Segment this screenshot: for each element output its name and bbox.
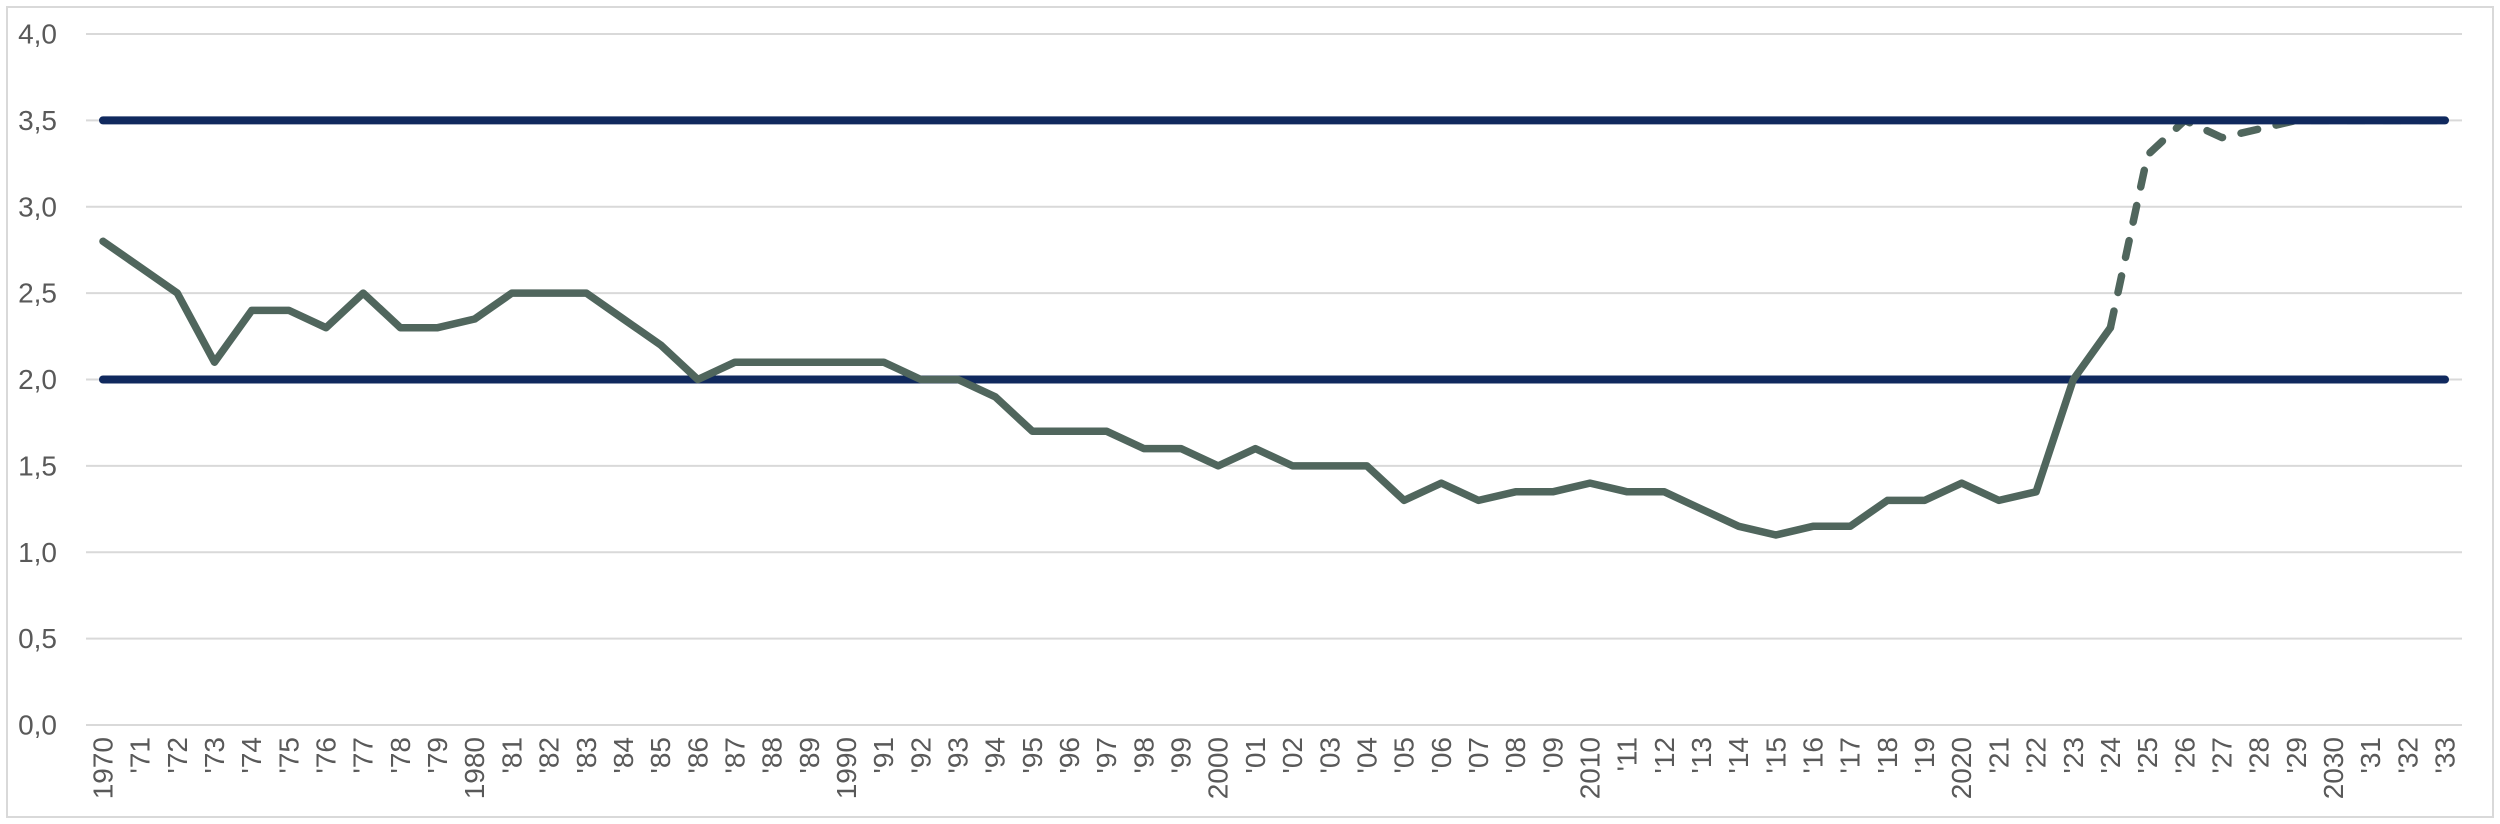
- x-axis-tick-label: '31: [2355, 737, 2386, 774]
- x-axis-tick-label: '11: [1612, 737, 1643, 771]
- x-axis-tick-label: '29: [2281, 737, 2312, 774]
- x-axis-tick-label: '88: [757, 737, 788, 774]
- x-axis-tick-label: '08: [1500, 737, 1531, 774]
- x-axis-tick-label: '96: [1054, 737, 1085, 774]
- x-axis-tick-label: '16: [1798, 737, 1829, 774]
- x-axis-tick-label: '71: [125, 737, 156, 774]
- x-axis-tick-label: '33: [2430, 737, 2461, 774]
- x-axis-tick-label: '99: [1166, 737, 1197, 774]
- x-axis-tick-label: '23: [2058, 737, 2089, 774]
- x-axis-tick-label: '84: [608, 737, 639, 774]
- x-axis-tick-label: '83: [571, 737, 602, 774]
- x-axis-tick-label: '91: [868, 737, 899, 774]
- y-axis-tick-label: 3,5: [18, 105, 57, 136]
- y-axis-tick-label: 2,0: [18, 364, 57, 395]
- x-axis-tick-label: '12: [1649, 737, 1680, 774]
- x-axis-tick-label: '15: [1760, 737, 1791, 774]
- x-axis-tick-label: '25: [2132, 737, 2163, 774]
- x-axis-tick-label: '26: [2169, 737, 2200, 774]
- x-axis-tick-label: '72: [162, 737, 193, 774]
- y-axis-tick-label: 1,0: [18, 537, 57, 568]
- forecast-series-line: [2106, 116, 2449, 332]
- x-axis-tick-label: '05: [1389, 737, 1420, 774]
- x-axis-tick-label: '27: [2206, 737, 2237, 774]
- x-axis-tick-label: '18: [1872, 737, 1903, 774]
- x-axis-tick-label: '82: [534, 737, 565, 774]
- y-axis-tick-label: 3,0: [18, 191, 57, 222]
- y-axis-tick-label: 0,0: [18, 710, 57, 741]
- x-axis-tick-label: 2000: [1203, 737, 1234, 799]
- x-axis-tick-label: '74: [236, 737, 267, 774]
- x-axis-tick-label: '06: [1426, 737, 1457, 774]
- x-axis-tick-label: '76: [311, 737, 342, 774]
- x-axis-tick-label: '77: [348, 737, 379, 774]
- x-axis-tick-label: '78: [385, 737, 416, 774]
- y-axis-tick-label: 1,5: [18, 450, 57, 481]
- x-axis-tick-label: 2020: [1946, 737, 1977, 799]
- chart-frame: [6, 6, 2494, 818]
- x-axis-tick-label: 1980: [459, 737, 490, 799]
- x-axis-tick-label: '09: [1537, 737, 1568, 774]
- x-axis-tick-label: '24: [2095, 737, 2126, 774]
- x-axis-tick-label: '93: [943, 737, 974, 774]
- x-axis-tick-label: '19: [1909, 737, 1940, 774]
- x-axis-tick-label: '32: [2392, 737, 2423, 774]
- x-axis-tick-label: '95: [1017, 737, 1048, 774]
- x-axis-tick-label: '98: [1128, 737, 1159, 774]
- x-axis-tick-label: 2010: [1574, 737, 1605, 799]
- x-axis-tick-label: '28: [2244, 737, 2275, 774]
- x-axis-tick-label: '75: [273, 737, 304, 774]
- x-axis-tick-label: '22: [2021, 737, 2052, 774]
- historical-series-line: [99, 237, 2115, 539]
- x-axis-tick-label: '79: [422, 737, 453, 774]
- x-axis-tick-label: '17: [1835, 737, 1866, 774]
- y-axis-tick-label: 0,5: [18, 623, 57, 654]
- y-axis-tick-label: 4,0: [18, 19, 57, 50]
- x-axis-tick-label: '21: [1983, 737, 2014, 774]
- x-axis-tick-label: '73: [199, 737, 230, 774]
- x-axis-tick-label: '87: [719, 737, 750, 774]
- x-axis-tick-label: '02: [1277, 737, 1308, 774]
- x-axis-tick-label: '14: [1723, 737, 1754, 774]
- x-axis-tick-label: '04: [1351, 737, 1382, 774]
- x-axis-tick-label: '85: [645, 737, 676, 774]
- x-axis-tick-label: '89: [794, 737, 825, 774]
- x-axis-tick-label: '92: [905, 737, 936, 774]
- x-axis-tick-label: 1990: [831, 737, 862, 799]
- x-axis-tick-label: '03: [1314, 737, 1345, 774]
- x-axis-tick-label: '01: [1240, 737, 1271, 774]
- x-axis-tick-label: '81: [496, 737, 527, 774]
- x-axis-tick-label: '13: [1686, 737, 1717, 774]
- x-axis-tick-label: 2030: [2318, 737, 2349, 799]
- x-axis-tick-label: 1970: [88, 737, 119, 799]
- x-axis-tick-label: '86: [682, 737, 713, 774]
- x-axis-tick-label: '07: [1463, 737, 1494, 774]
- x-axis-tick-label: '97: [1091, 737, 1122, 774]
- y-axis-tick-label: 2,5: [18, 278, 57, 309]
- x-axis-tick-label: '94: [980, 737, 1011, 774]
